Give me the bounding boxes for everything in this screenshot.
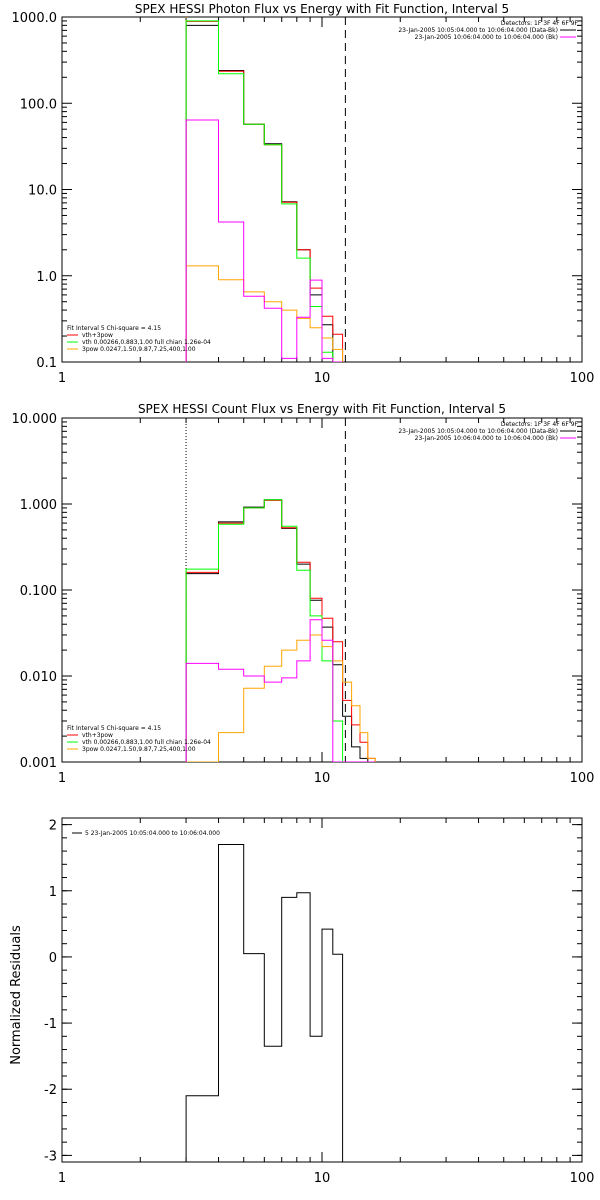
- count-fit-legend-entry: 3pow 0.0247,1.50,9.87,7.25,400,1.00: [82, 746, 196, 753]
- ytick-count-label: 0.001: [20, 756, 57, 771]
- ytick-count-label: 0.010: [20, 670, 57, 685]
- ytick-photon-label: 100.0: [20, 97, 57, 112]
- ytick-residual-label: 1: [49, 885, 57, 900]
- count-xtick-label: 10: [314, 771, 331, 786]
- ytick-photon-label: 1000.0: [12, 11, 58, 26]
- photon-flux-panel: SPEX HESSI Photon Flux vs Energy with Fi…: [12, 2, 595, 386]
- ytick-photon-label: 0.1: [36, 356, 57, 371]
- count-xtick-label: 100: [570, 771, 595, 786]
- photon-xtick-label: 100: [570, 371, 595, 386]
- ytick-count-label: 1.000: [20, 498, 57, 513]
- count-series-data-bk: [185, 499, 376, 762]
- count-fit-legend-header: Fit Interval 5 Chi-square = 4.15: [67, 725, 161, 732]
- count-fit-legend-entry: vth 0.00266,0.883,1.00 full chian 1.26e-…: [82, 739, 211, 746]
- photon-legend-entry: 23-Jan-2005 10:05:04.000 to 10:06:04.000…: [398, 27, 558, 34]
- ytick-residual-label: -2: [44, 1083, 57, 1098]
- count-series-3pow: [186, 634, 376, 762]
- ytick-count-label: 0.100: [20, 584, 57, 599]
- count-series-vth: [185, 499, 376, 762]
- count-series-bk: [185, 619, 376, 762]
- photon-series-data-bk: [185, 24, 343, 362]
- count-legend-entry: 23-Jan-2005 10:05:04.000 to 10:06:04.000…: [398, 428, 558, 435]
- count-legend-entry: 23-Jan-2005 10:06:04.000 to 10:06:04.000…: [415, 435, 558, 442]
- count-legend-header: Detectors: 1F 3F 4F 6F 9F: [501, 421, 579, 428]
- count-flux-panel: SPEX HESSI Count Flux vs Energy with Fit…: [12, 402, 595, 786]
- photon-legend-entry: 23-Jan-2005 10:06:04.000 to 10:06:04.000…: [415, 34, 558, 41]
- ytick-residual-label: -1: [44, 1017, 57, 1032]
- residual-xtick-label: 1: [58, 1171, 66, 1186]
- photon-series-bk: [185, 119, 343, 362]
- ytick-photon-label: 1.0: [36, 270, 57, 285]
- photon-xtick-label: 10: [314, 371, 331, 386]
- photon-fit-legend-entry: vth 0.00266,0.883,1.00 full chian 1.26e-…: [82, 339, 211, 346]
- residual-legend-entry: 5 23-Jan-2005 10:05:04.000 to 10:06:04.0…: [85, 830, 220, 837]
- ytick-count-label: 10.000: [12, 412, 58, 427]
- residual-series-residuals: [185, 844, 344, 1162]
- photon-series-vth: [185, 20, 343, 362]
- photon-series-3pow: [185, 265, 344, 362]
- residuals-ylabel: Normalized Residuals: [9, 925, 24, 1065]
- photon-series-vth-3pow: [185, 20, 344, 362]
- count-xtick-label: 1: [58, 771, 66, 786]
- count-flux-title: SPEX HESSI Count Flux vs Energy with Fit…: [138, 402, 506, 416]
- photon-legend-header: Detectors: 1F 3F 4F 6F 9F: [501, 20, 579, 27]
- ytick-residual-label: 2: [49, 819, 57, 834]
- photon-fit-legend-entry: vth+3pow: [82, 332, 113, 339]
- residual-xtick-label: 100: [570, 1171, 595, 1186]
- photon-fit-legend-entry: 3pow 0.0247,1.50,9.87,7.25,400,1.00: [82, 346, 196, 353]
- photon-xtick-label: 1: [58, 371, 66, 386]
- residuals-panel: Normalized Residuals 1 10 100 -3 -2 -1 0 1 2 5 23…: [9, 817, 595, 1186]
- count-plot-frame: [61, 417, 583, 763]
- ytick-residual-label: 0: [49, 951, 57, 966]
- photon-fit-legend-header: Fit Interval 5 Chi-square = 4.15: [67, 325, 161, 332]
- residual-xtick-label: 10: [314, 1171, 331, 1186]
- ytick-residual-label: -3: [44, 1149, 57, 1164]
- ytick-photon-label: 10.0: [28, 184, 57, 199]
- count-fit-legend-entry: vth+3pow: [82, 732, 113, 739]
- photon-flux-title: SPEX HESSI Photon Flux vs Energy with Fi…: [135, 2, 509, 16]
- count-series-vth-3pow: [185, 499, 376, 762]
